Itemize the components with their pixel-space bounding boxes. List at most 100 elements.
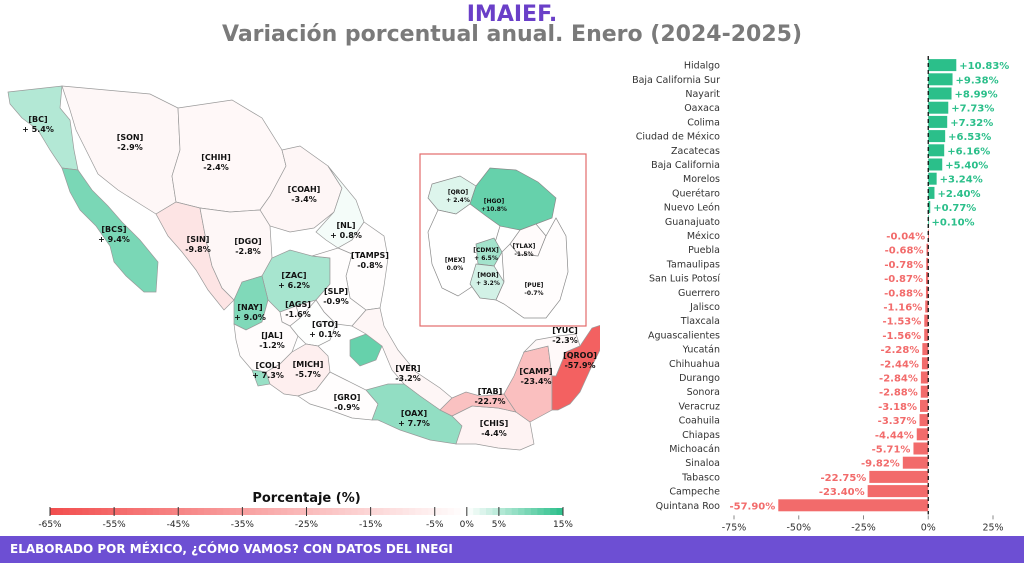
bar bbox=[902, 456, 929, 469]
category-label: Zacatecas bbox=[671, 146, 720, 157]
region-code-label: [DGO] bbox=[234, 237, 261, 246]
data-label: -2.44% bbox=[880, 359, 919, 370]
legend-swatch bbox=[441, 508, 449, 515]
region-value-label: -2.3% bbox=[552, 336, 578, 345]
region-code-label: [TAMPS] bbox=[351, 251, 389, 260]
inset-frame bbox=[419, 153, 587, 327]
legend-swatch bbox=[543, 508, 551, 515]
legend-swatch bbox=[242, 508, 250, 515]
legend-swatch bbox=[280, 508, 288, 515]
data-label: +10.83% bbox=[959, 61, 1009, 72]
region-value-label: + 9.0% bbox=[234, 313, 266, 322]
category-label: Quintana Roo bbox=[656, 501, 721, 512]
data-label: +0.10% bbox=[932, 217, 975, 228]
legend-swatch bbox=[344, 508, 352, 515]
legend-swatch bbox=[88, 508, 96, 515]
data-label: -23.40% bbox=[819, 487, 865, 498]
map-region bbox=[265, 343, 331, 397]
region-code-label: [CAMP] bbox=[519, 367, 552, 376]
legend-swatch bbox=[338, 508, 346, 515]
legend-swatch bbox=[383, 508, 391, 515]
data-label: +5.40% bbox=[945, 161, 988, 172]
map-region bbox=[259, 145, 343, 233]
category-label: Baja California Sur bbox=[632, 75, 720, 86]
legend-swatch bbox=[428, 508, 436, 515]
legend-swatch bbox=[402, 508, 410, 515]
region-code-label: [NL] bbox=[336, 221, 355, 230]
region-value-label: + 5.4% bbox=[22, 125, 54, 134]
region-value-label: -1.2% bbox=[259, 341, 285, 350]
legend-swatch bbox=[171, 508, 179, 515]
x-tick-label: -25% bbox=[851, 522, 876, 533]
region-code-label: [BCS] bbox=[101, 225, 126, 234]
map-labels: [BC]+ 5.4%[SON]-2.9%[CHIH]-2.4%[COAH]-3.… bbox=[22, 115, 597, 438]
legend-swatch bbox=[421, 508, 429, 515]
color-legend: Porcentaje (%) -65% -55% -45% -35% -25% -15% -5… bbox=[38, 491, 573, 530]
inset-region bbox=[475, 237, 503, 267]
inset-code-label: [TLAX] bbox=[513, 243, 536, 250]
data-label: -2.28% bbox=[881, 345, 920, 356]
region-value-label: -2.8% bbox=[235, 247, 261, 256]
region-code-label: [MICH] bbox=[293, 360, 324, 369]
data-label: -0.87% bbox=[884, 274, 923, 285]
category-label: Chihuahua bbox=[669, 359, 720, 370]
legend-swatch bbox=[377, 508, 384, 515]
category-label: Coahuila bbox=[679, 416, 720, 427]
region-value-label: + 0.8% bbox=[330, 231, 362, 240]
category-label: San Luis Potosí bbox=[649, 274, 720, 285]
legend-tick-label: 0% bbox=[460, 520, 475, 530]
bar bbox=[928, 215, 930, 228]
category-label: Guerrero bbox=[678, 288, 720, 299]
map-region bbox=[61, 167, 159, 293]
page-title: Variación porcentual anual. Enero (2024-… bbox=[222, 22, 802, 47]
inset-value-label: +10.8% bbox=[481, 206, 507, 213]
inset-code-label: [HGO] bbox=[484, 198, 505, 205]
category-label: Baja California bbox=[651, 160, 720, 171]
category-label: Chiapas bbox=[682, 430, 720, 441]
data-label: -5.71% bbox=[872, 445, 911, 456]
legend-swatch bbox=[486, 508, 493, 515]
data-label: -1.53% bbox=[882, 317, 921, 328]
region-code-label: [AGS] bbox=[285, 300, 311, 309]
legend-swatch bbox=[203, 508, 211, 515]
legend-swatch bbox=[191, 508, 198, 515]
bar bbox=[928, 87, 952, 100]
legend-tick-label: -35% bbox=[231, 520, 255, 530]
region-code-label: [OAX] bbox=[401, 409, 427, 418]
data-label: +8.99% bbox=[955, 90, 998, 101]
data-label: +7.73% bbox=[951, 104, 994, 115]
inset-shapes bbox=[427, 167, 569, 319]
region-code-label: [GTO] bbox=[312, 320, 338, 329]
region-code-label: [TAB] bbox=[478, 387, 502, 396]
legend-swatch bbox=[94, 508, 102, 515]
legend-swatch bbox=[498, 508, 506, 515]
bar bbox=[925, 272, 929, 285]
region-code-label: [JAL] bbox=[261, 331, 283, 340]
region-code-label: [COL] bbox=[255, 361, 280, 370]
mexico-choropleth-map: [BC]+ 5.4%[SON]-2.9%[CHIH]-2.4%[COAH]-3.… bbox=[7, 85, 600, 530]
bar bbox=[926, 257, 929, 270]
legend-swatch bbox=[357, 508, 365, 515]
legend-tick-label: -55% bbox=[102, 520, 126, 530]
category-label: Tabasco bbox=[681, 472, 720, 483]
x-tick-label: 25% bbox=[982, 522, 1003, 533]
category-label: Durango bbox=[679, 373, 720, 384]
legend-swatch bbox=[235, 508, 243, 515]
bar bbox=[924, 328, 929, 341]
category-label: Nuevo León bbox=[664, 203, 720, 214]
region-value-label: + 7.3% bbox=[252, 371, 284, 380]
x-tick-label: -75% bbox=[722, 522, 747, 533]
data-label: -1.16% bbox=[883, 303, 922, 314]
bar bbox=[869, 470, 929, 483]
inset-code-label: [MOR] bbox=[477, 272, 498, 279]
data-label: +9.38% bbox=[956, 75, 999, 86]
legend-swatch bbox=[415, 508, 423, 515]
inset-code-label: [PUE] bbox=[525, 282, 544, 289]
map-shapes bbox=[7, 85, 600, 451]
category-label: Morelos bbox=[683, 174, 720, 185]
region-value-label: -3.4% bbox=[291, 195, 317, 204]
category-label: Aguascalientes bbox=[648, 330, 720, 341]
inset-value-label: + 2.4% bbox=[446, 197, 470, 204]
inset-value-label: -1.5% bbox=[514, 251, 533, 258]
legend-swatch bbox=[505, 508, 513, 515]
